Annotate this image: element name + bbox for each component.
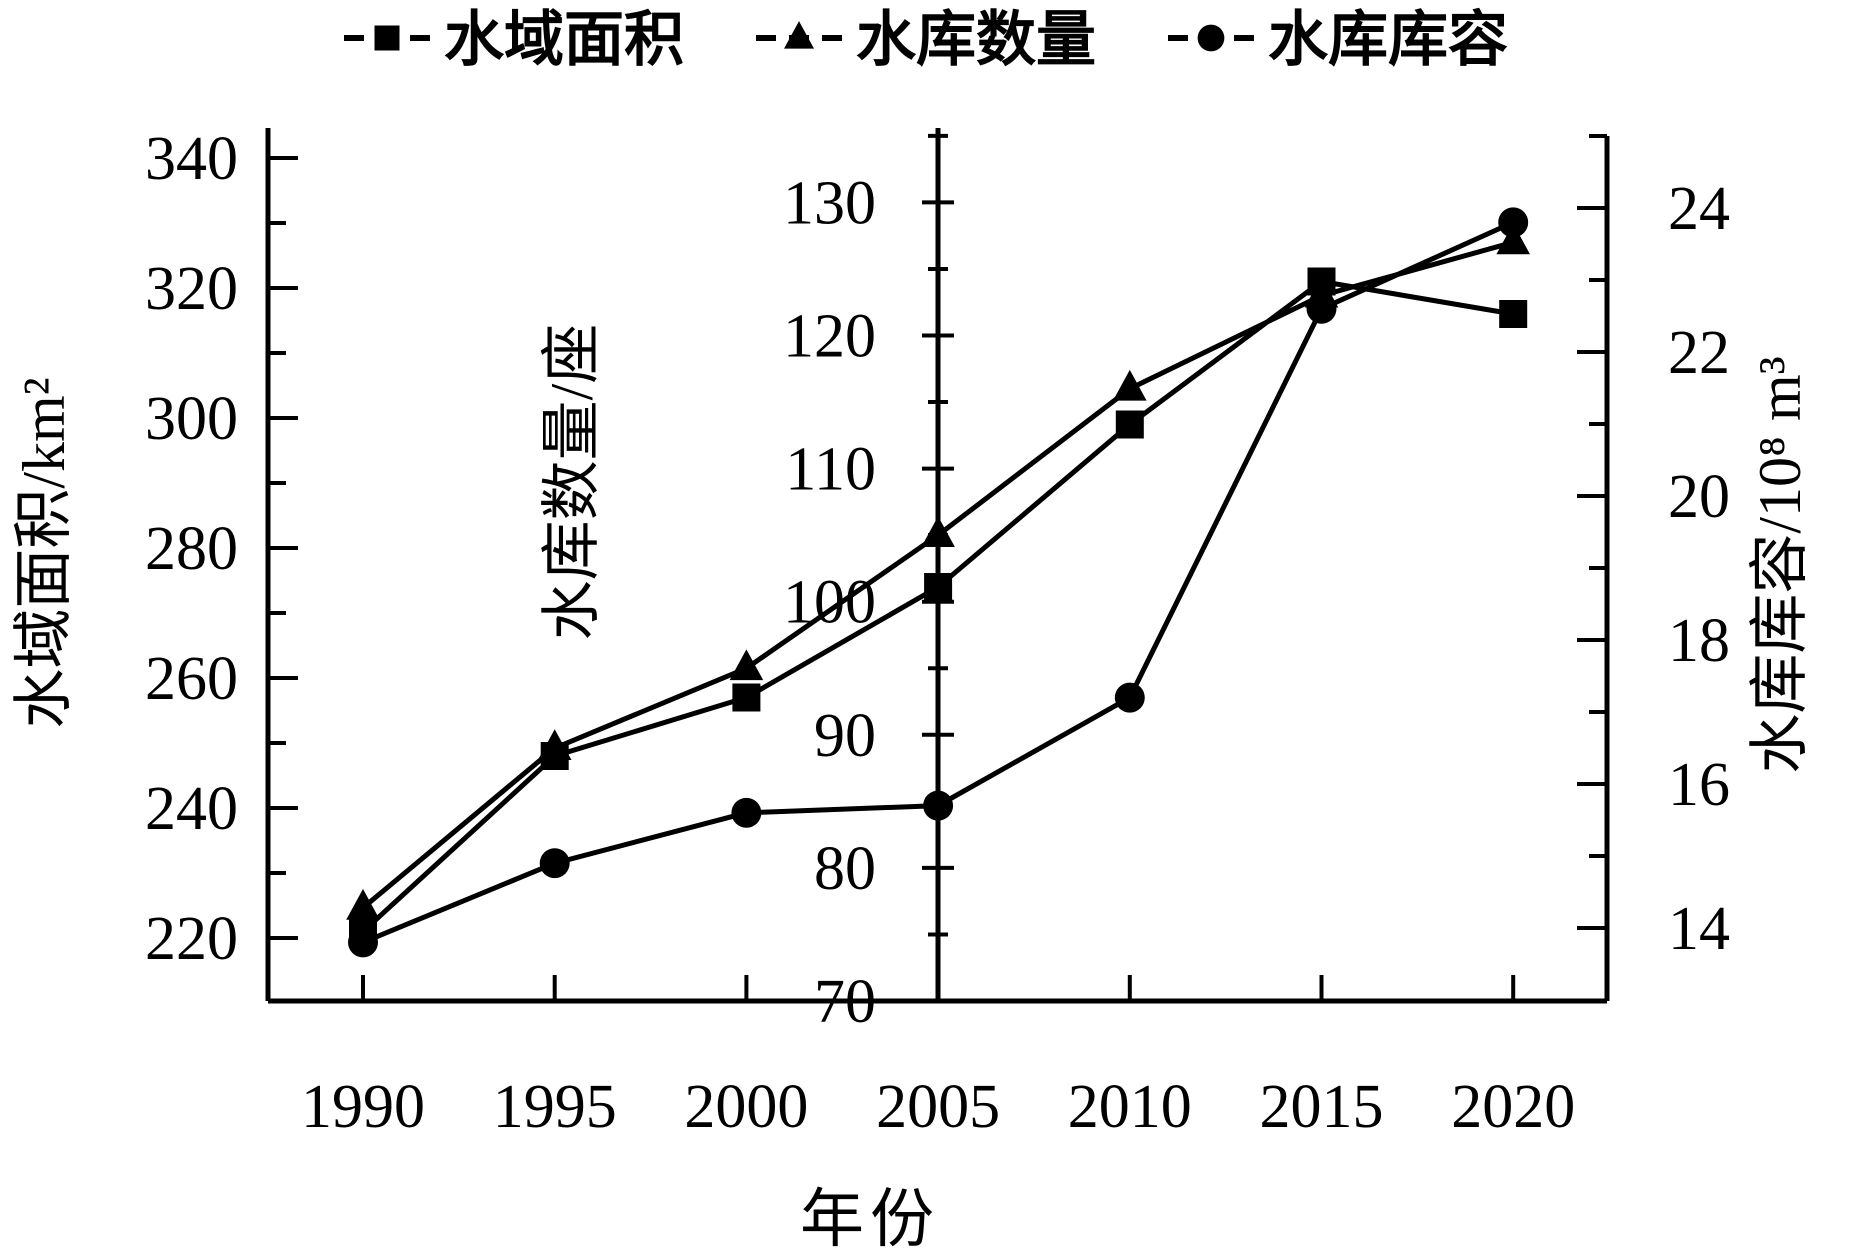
left-axis-tick-label: 260: [145, 645, 238, 713]
series-point-circle-1995: [539, 848, 570, 879]
series-point-circle-2020: [1498, 207, 1529, 238]
series-point-square-2005: [924, 573, 953, 601]
legend-label: 水域面积: [444, 7, 684, 73]
legend-item-triangle: 水库数量: [756, 7, 1096, 73]
series-point-square-2020: [1499, 300, 1528, 328]
series-group: [346, 207, 1530, 958]
series-point-triangle-2020: [1496, 223, 1530, 255]
series-point-circle-2000: [731, 797, 762, 828]
x-axis-tick-label: 2000: [684, 1073, 808, 1141]
x-axis-title: 年份: [800, 1184, 940, 1255]
middle-axis-tick-label: 90: [814, 702, 876, 770]
left-axis-tick-label: 340: [145, 125, 238, 193]
series-point-triangle-1990: [346, 888, 380, 920]
series-point-circle-2005: [923, 790, 954, 821]
x-axis-tick-label: 2015: [1260, 1073, 1384, 1141]
legend-item-square: 水域面积: [344, 7, 684, 73]
middle-axis-tick-label: 100: [783, 569, 876, 637]
legend-item-circle: 水库库容: [1168, 7, 1508, 73]
x-axis-tick-label: 2005: [876, 1073, 1000, 1141]
series-point-triangle-2000: [729, 649, 764, 681]
right-axis-title: 水库库容/10⁸ m³: [1747, 356, 1813, 773]
series-point-circle-2010: [1114, 682, 1145, 713]
series-point-triangle-1995: [537, 729, 572, 761]
right-axis-tick-label: 24: [1668, 175, 1730, 243]
middle-axis-tick-label: 120: [783, 303, 876, 371]
x-axis-tick-label: 1995: [493, 1073, 617, 1141]
axes: 220 240 260 280 300 320 340 70 80 90 100 110 120 130 1…: [145, 125, 1730, 1141]
series-point-circle-1990: [348, 927, 378, 958]
left-axis-tick-label: 220: [145, 905, 238, 973]
square-icon: [374, 25, 400, 51]
right-axis-tick-label: 16: [1668, 751, 1730, 819]
right-axis-tick-label: 20: [1668, 463, 1730, 531]
right-axis-tick-label: 14: [1668, 895, 1730, 963]
middle-axis-title: 水库数量/座: [539, 324, 605, 641]
left-axis-tick-label: 320: [145, 255, 238, 323]
left-axis-tick-label: 240: [145, 775, 238, 843]
legend-label: 水库库容: [1268, 7, 1508, 73]
middle-axis-tick-label: 130: [783, 169, 876, 237]
left-axis-tick-label: 280: [145, 515, 238, 583]
left-axis-tick-label: 300: [145, 385, 238, 453]
legend: 水域面积 水库数量 水库库容: [344, 7, 1508, 73]
series-point-triangle-2010: [1113, 369, 1147, 401]
legend-label: 水库数量: [856, 7, 1096, 73]
series-point-square-2010: [1115, 410, 1144, 439]
middle-axis-tick-label: 80: [814, 835, 876, 903]
triangle-icon: [784, 21, 814, 49]
circle-icon: [1197, 24, 1225, 52]
x-axis-tick-label: 2010: [1068, 1073, 1192, 1141]
middle-axis-tick-label: 70: [814, 968, 876, 1036]
series-point-square-2000: [732, 683, 761, 712]
right-axis-tick-label: 18: [1668, 607, 1730, 675]
left-axis-title: 水域面积/km²: [11, 377, 77, 728]
x-axis-tick-label: 1990: [301, 1073, 425, 1141]
middle-axis-tick-label: 110: [785, 436, 876, 504]
x-axis-tick-label: 2020: [1451, 1073, 1575, 1141]
series-point-triangle-2005: [921, 516, 955, 548]
right-axis-tick-label: 22: [1668, 319, 1730, 387]
series-point-circle-2015: [1306, 293, 1337, 324]
